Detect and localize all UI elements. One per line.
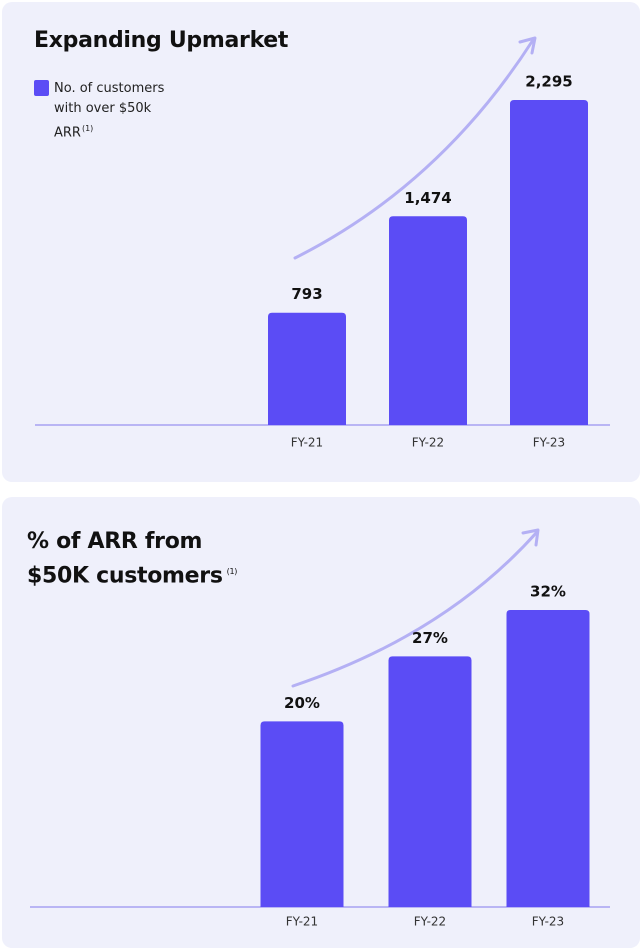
footnote: (1) (226, 567, 238, 576)
legend-swatch (34, 80, 49, 96)
value-label: 2,295 (525, 73, 572, 91)
bar (268, 312, 346, 425)
value-label: 1,474 (404, 189, 451, 207)
chart-title: % of ARR from $50K customers (1) (27, 527, 242, 591)
trend-arrow (293, 38, 535, 260)
bar (389, 216, 467, 425)
value-label: 20% (284, 694, 320, 712)
title-text: % of ARR from $50K customers (27, 529, 223, 589)
title-text: Expanding Upmarket (34, 28, 289, 53)
value-label: 793 (291, 285, 322, 303)
card (2, 2, 640, 482)
value-label: 27% (412, 629, 448, 647)
x-tick-label: FY-22 (414, 915, 446, 929)
footnote: (1) (81, 124, 94, 133)
trend-arrow (291, 530, 539, 688)
x-tick-label: FY-21 (291, 436, 323, 450)
bar (510, 100, 588, 425)
bar (506, 610, 590, 907)
legend-label: No. of customers with over $50k ARR (54, 81, 165, 141)
legend: No. of customers with over $50k ARR(1) (54, 79, 184, 143)
x-tick-label: FY-22 (412, 436, 444, 450)
value-label: 32% (530, 583, 566, 601)
bar (388, 656, 472, 907)
arrow-head (518, 36, 537, 55)
chart-title: Expanding Upmarket (34, 28, 288, 53)
x-tick-label: FY-23 (532, 915, 564, 929)
bar (260, 721, 344, 907)
x-tick-label: FY-23 (533, 436, 565, 450)
x-tick-label: FY-21 (286, 915, 318, 929)
arrow-head (521, 528, 540, 547)
